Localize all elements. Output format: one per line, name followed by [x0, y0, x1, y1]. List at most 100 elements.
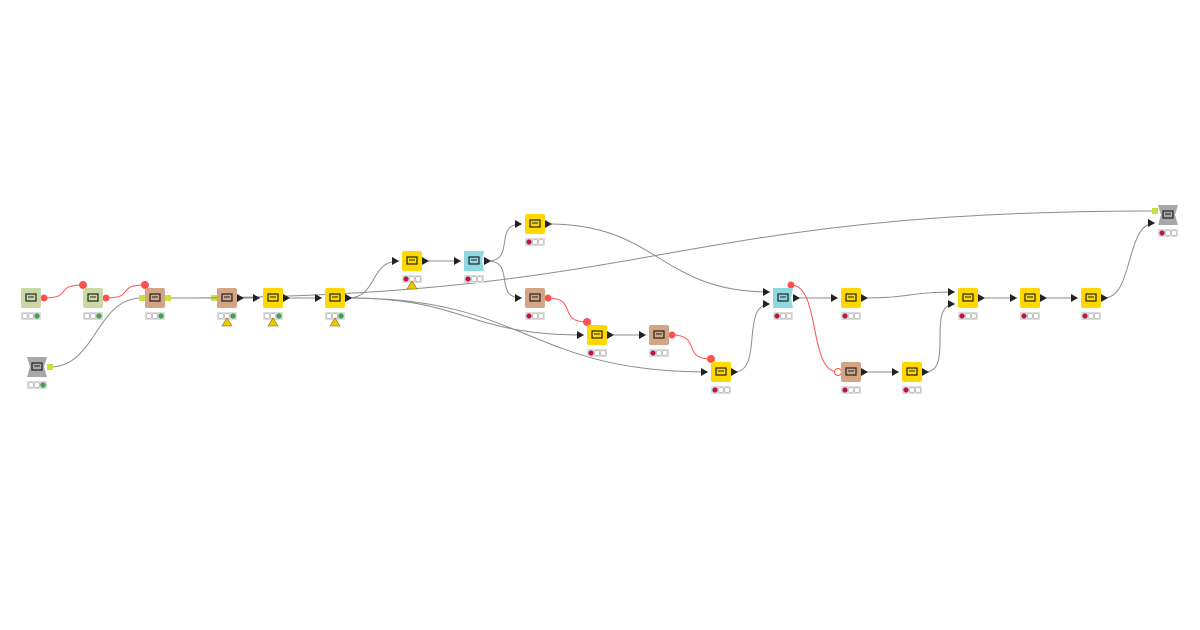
connection-n2-n3[interactable] — [105, 284, 146, 299]
node-n3[interactable] — [145, 288, 165, 320]
table-port-out[interactable] — [345, 294, 352, 302]
table-port-in[interactable] — [831, 294, 838, 302]
table-port-in[interactable] — [454, 257, 461, 265]
flow-port-out[interactable] — [544, 294, 552, 302]
node-body[interactable] — [587, 325, 607, 345]
table-port-in[interactable] — [577, 331, 584, 339]
node-body[interactable] — [1158, 205, 1178, 225]
table-port-out[interactable] — [283, 294, 290, 302]
node-body[interactable] — [958, 288, 978, 308]
table-port-out[interactable] — [978, 294, 985, 302]
table-port-in[interactable] — [763, 288, 770, 296]
connection-n7-n8[interactable] — [347, 260, 400, 299]
table-port-in[interactable] — [763, 300, 770, 308]
table-port-in[interactable] — [1010, 294, 1017, 302]
model-port-in[interactable] — [139, 295, 145, 301]
table-port-out[interactable] — [922, 368, 929, 376]
node-body[interactable] — [83, 288, 103, 308]
table-port-out[interactable] — [793, 294, 800, 302]
node-n9[interactable] — [464, 251, 484, 283]
connection-n14-n15[interactable] — [733, 303, 771, 373]
table-port-out[interactable] — [607, 331, 614, 339]
connection-n10-n15[interactable] — [547, 223, 771, 293]
connection-n16-n19[interactable] — [863, 291, 956, 299]
node-body[interactable] — [1081, 288, 1101, 308]
node-body[interactable] — [325, 288, 345, 308]
node-n14[interactable] — [711, 362, 731, 394]
node-body[interactable] — [464, 251, 484, 271]
table-port-out[interactable] — [861, 368, 868, 376]
node-n19[interactable] — [958, 288, 978, 320]
node-body[interactable] — [145, 288, 165, 308]
flow-port-in[interactable] — [141, 281, 149, 289]
node-n11[interactable] — [525, 288, 545, 320]
node-n2[interactable] — [83, 288, 103, 320]
flow-port-in[interactable] — [707, 355, 715, 363]
node-body[interactable] — [263, 288, 283, 308]
flow-port-out[interactable] — [40, 294, 48, 302]
table-port-in[interactable] — [701, 368, 708, 376]
table-port-out[interactable] — [861, 294, 868, 302]
table-port-in[interactable] — [948, 300, 955, 308]
table-port-in[interactable] — [1148, 219, 1155, 227]
model-port-in[interactable] — [1152, 208, 1158, 214]
connection-n13-n14[interactable] — [671, 334, 712, 360]
table-port-out[interactable] — [237, 294, 244, 302]
connection-n4-n3[interactable] — [49, 297, 143, 368]
node-n12[interactable] — [587, 325, 607, 357]
flow-port-out[interactable] — [102, 294, 110, 302]
node-n5[interactable] — [217, 288, 237, 327]
node-body[interactable] — [1020, 288, 1040, 308]
flow-port-in[interactable] — [834, 368, 842, 376]
connection-n11-n12[interactable] — [547, 297, 588, 323]
node-n21[interactable] — [1081, 288, 1101, 320]
table-port-in[interactable] — [315, 294, 322, 302]
table-port-in[interactable] — [515, 294, 522, 302]
node-body[interactable] — [649, 325, 669, 345]
node-body[interactable] — [525, 288, 545, 308]
connection-n1-n2[interactable] — [43, 284, 84, 299]
node-n17[interactable] — [841, 362, 861, 394]
table-port-out[interactable] — [422, 257, 429, 265]
table-port-in[interactable] — [253, 294, 260, 302]
table-port-in[interactable] — [1071, 294, 1078, 302]
node-n15[interactable] — [773, 288, 793, 320]
flow-port-in[interactable] — [583, 318, 591, 326]
table-port-out[interactable] — [1040, 294, 1047, 302]
connection-n7-n12[interactable] — [347, 297, 585, 336]
table-port-out[interactable] — [484, 257, 491, 265]
model-port-out[interactable] — [165, 295, 171, 301]
node-body[interactable] — [711, 362, 731, 382]
connection-n9-n10[interactable] — [486, 223, 523, 262]
node-n13[interactable] — [649, 325, 669, 357]
table-port-in[interactable] — [948, 288, 955, 296]
node-body[interactable] — [402, 251, 422, 271]
table-port-out[interactable] — [731, 368, 738, 376]
node-n7[interactable] — [325, 288, 345, 327]
connection-n9-n11[interactable] — [486, 260, 523, 299]
model-port-out[interactable] — [47, 364, 53, 370]
node-body[interactable] — [21, 288, 41, 308]
table-port-in[interactable] — [639, 331, 646, 339]
node-body[interactable] — [841, 288, 861, 308]
flow-port-out[interactable] — [787, 281, 795, 289]
node-n16[interactable] — [841, 288, 861, 320]
node-n4[interactable] — [27, 357, 47, 389]
connection-n7-n14[interactable] — [347, 297, 709, 373]
connection-n15-n17[interactable] — [790, 284, 839, 373]
node-n1[interactable] — [21, 288, 41, 320]
table-port-out[interactable] — [1101, 294, 1108, 302]
node-n22[interactable] — [1158, 205, 1178, 237]
connection-n3-n22[interactable] — [167, 210, 1156, 299]
node-body[interactable] — [27, 357, 47, 377]
node-body[interactable] — [217, 288, 237, 308]
table-port-in[interactable] — [515, 220, 522, 228]
node-body[interactable] — [902, 362, 922, 382]
node-n20[interactable] — [1020, 288, 1040, 320]
node-n10[interactable] — [525, 214, 545, 246]
node-n8[interactable] — [402, 251, 422, 290]
flow-port-out[interactable] — [668, 331, 676, 339]
node-body[interactable] — [841, 362, 861, 382]
connection-n21-n22[interactable] — [1103, 222, 1156, 299]
